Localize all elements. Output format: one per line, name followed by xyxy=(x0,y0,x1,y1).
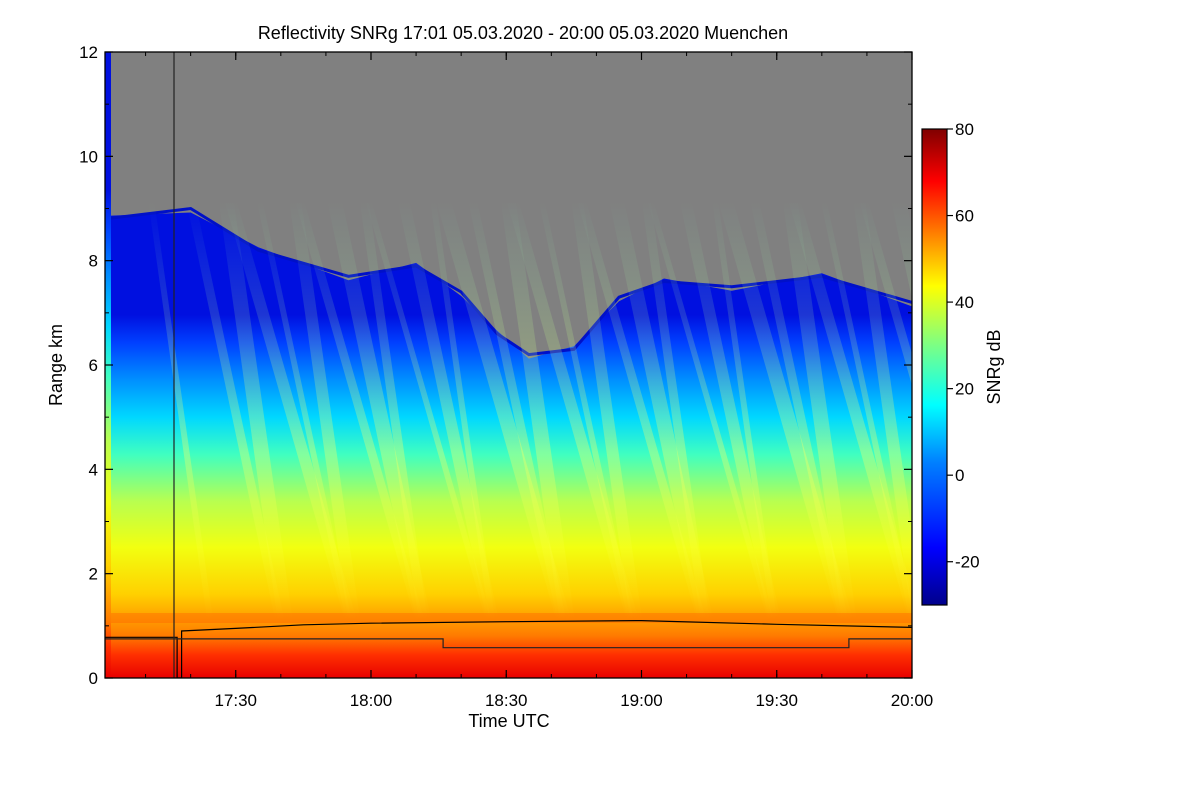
x-tick-label: 17:30 xyxy=(214,691,257,710)
y-tick-label: 10 xyxy=(79,147,98,166)
y-tick-label: 2 xyxy=(89,565,98,584)
fall-streak xyxy=(500,200,575,620)
fall-streak xyxy=(853,200,912,620)
lowest-layer-line xyxy=(105,638,912,649)
y-tick-label: 6 xyxy=(89,356,98,375)
fall-streak xyxy=(820,200,912,620)
colorbar-tick-label: 40 xyxy=(955,293,974,312)
mixing-layer-line xyxy=(105,619,912,678)
fall-streak xyxy=(858,200,912,620)
x-tick-label: 18:30 xyxy=(485,691,528,710)
y-axis-label: Range km xyxy=(46,324,66,406)
fall-streak xyxy=(218,200,293,620)
x-axis-label: Time UTC xyxy=(468,711,549,731)
fall-streak xyxy=(538,200,634,620)
fall-streak xyxy=(359,200,428,620)
fall-streak xyxy=(468,200,567,620)
fall-streak xyxy=(186,200,285,620)
fall-streak xyxy=(397,200,499,620)
y-tick-label: 12 xyxy=(79,43,98,62)
y-axis: 0 2 4 6 8 10 12 xyxy=(79,43,912,688)
colorbar-tick-label: 20 xyxy=(955,380,974,399)
colorbar-label: SNRg dB xyxy=(984,329,1004,404)
colorbar-scale xyxy=(921,128,948,606)
x-axis: 17:30 18:00 18:30 19:00 19:30 20:00 xyxy=(145,52,934,710)
fall-streak xyxy=(294,200,425,620)
fall-streak xyxy=(679,200,781,620)
y-tick-label: 4 xyxy=(89,460,98,479)
x-tick-label: 19:30 xyxy=(755,691,798,710)
chart-title: Reflectivity SNRg 17:01 05.03.2020 - 20:… xyxy=(258,23,788,43)
fall-streak xyxy=(256,200,352,620)
y-tick-label: 0 xyxy=(89,669,98,688)
fall-streak xyxy=(148,200,214,620)
fall-streak xyxy=(712,200,778,620)
fall-streak xyxy=(571,200,643,620)
colorbar: -20 0 20 40 60 80 SNRg dB xyxy=(921,120,1004,606)
plot-area xyxy=(105,52,1055,678)
colorbar-tick-label: 80 xyxy=(955,120,974,139)
fall-streaks xyxy=(148,200,1055,620)
fall-streak xyxy=(576,200,707,620)
y-tick-label: 8 xyxy=(89,252,98,271)
fall-streak xyxy=(289,200,361,620)
fall-streak xyxy=(647,200,774,620)
fall-streak xyxy=(782,200,857,620)
x-tick-label: 18:00 xyxy=(350,691,393,710)
fall-streak xyxy=(430,200,496,620)
low-reflectivity-band xyxy=(105,613,912,623)
fall-streak xyxy=(750,200,849,620)
fall-streak xyxy=(641,200,710,620)
x-tick-label: 19:00 xyxy=(620,691,663,710)
colorbar-tick-label: 60 xyxy=(955,207,974,226)
colorbar-tick-label: -20 xyxy=(955,553,980,572)
x-tick-label: 20:00 xyxy=(891,691,934,710)
fall-streak xyxy=(929,200,1055,620)
colorbar-ticks: -20 0 20 40 60 80 xyxy=(947,120,980,572)
fall-streak xyxy=(365,200,492,620)
colorbar-tick-label: 0 xyxy=(955,466,964,485)
